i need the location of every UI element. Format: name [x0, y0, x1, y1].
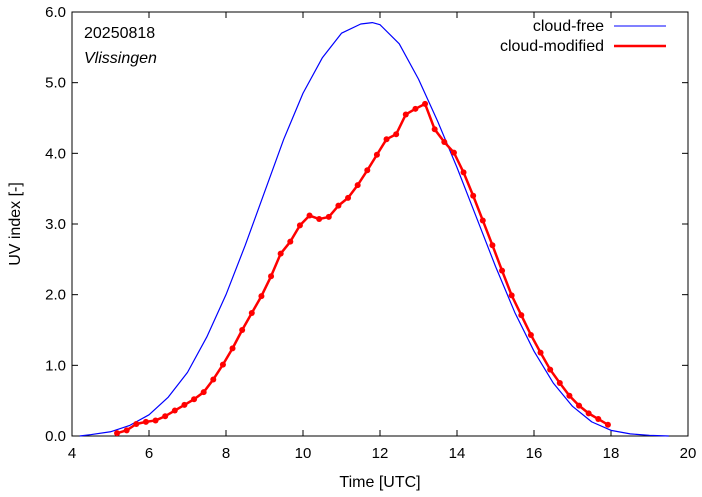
data-point-cloud-modified	[219, 361, 226, 368]
data-point-cloud-modified	[585, 410, 592, 417]
y-tick-label: 4.0	[45, 145, 66, 162]
x-tick-label: 18	[603, 445, 620, 462]
series-line-cloud-modified	[116, 102, 609, 435]
data-point-cloud-modified	[287, 238, 294, 245]
data-point-cloud-modified	[171, 407, 178, 414]
data-point-cloud-modified	[518, 312, 525, 319]
data-point-cloud-modified	[556, 380, 563, 386]
data-point-cloud-modified	[181, 401, 188, 408]
data-point-cloud-modified	[239, 327, 246, 333]
data-point-cloud-modified	[595, 416, 602, 423]
data-point-cloud-modified	[499, 267, 506, 274]
data-point-cloud-modified	[441, 139, 448, 146]
plot-frame	[71, 11, 689, 437]
series-line-cloud-free	[79, 22, 669, 437]
data-point-cloud-modified	[489, 242, 496, 249]
data-point-cloud-modified	[373, 151, 380, 158]
data-point-cloud-modified	[258, 293, 265, 300]
x-tick-labels: 4 6 8 10 12 14 16 18 20	[68, 445, 697, 462]
data-point-cloud-modified	[133, 420, 140, 427]
data-point-cloud-modified	[123, 427, 130, 434]
legend-label-cloud-free: cloud-free	[533, 18, 604, 35]
data-point-cloud-modified	[450, 149, 457, 156]
y-tick-label: 1.0	[45, 357, 66, 374]
data-point-cloud-modified	[547, 366, 554, 373]
data-point-cloud-modified	[508, 292, 515, 299]
location-annotation: Vlissingen	[84, 50, 157, 67]
data-point-cloud-modified	[325, 213, 332, 220]
x-axis-label: Time [UTC]	[339, 474, 420, 491]
y-tick-label: 5.0	[45, 75, 66, 92]
data-point-cloud-modified	[162, 413, 169, 420]
axis-ticks	[71, 11, 689, 437]
data-point-cloud-modified	[604, 421, 611, 428]
x-tick-label: 8	[222, 445, 230, 462]
data-point-cloud-modified	[316, 216, 323, 223]
data-point-cloud-modified	[296, 222, 303, 229]
data-point-cloud-modified	[152, 417, 159, 424]
date-annotation: 20250818	[84, 25, 155, 42]
y-axis-label: UV index [-]	[7, 182, 24, 266]
data-point-cloud-modified	[306, 212, 313, 219]
data-point-cloud-modified	[527, 331, 534, 338]
data-point-cloud-modified	[335, 202, 342, 209]
y-tick-label: 0.0	[45, 428, 66, 445]
data-point-cloud-modified	[431, 126, 438, 133]
y-tick-labels: 0.0 1.0 2.0 3.0 4.0 5.0 6.0	[45, 4, 66, 445]
series-layer	[79, 22, 669, 437]
data-point-cloud-modified	[566, 392, 573, 399]
x-tick-label: 4	[68, 445, 76, 462]
legend: cloud-free cloud-modified	[500, 18, 666, 55]
data-point-cloud-modified	[210, 376, 217, 383]
data-point-cloud-modified	[354, 182, 361, 189]
data-point-cloud-modified	[412, 105, 419, 112]
data-point-cloud-modified	[460, 169, 467, 176]
data-point-cloud-modified	[364, 167, 371, 174]
data-point-cloud-modified	[470, 192, 477, 199]
data-point-cloud-modified	[393, 131, 400, 138]
x-tick-label: 16	[526, 445, 543, 462]
data-point-cloud-modified	[200, 389, 207, 396]
data-point-cloud-modified	[537, 349, 544, 356]
data-point-cloud-modified	[402, 111, 409, 118]
x-tick-label: 10	[295, 445, 312, 462]
data-point-cloud-modified	[576, 402, 583, 409]
data-point-cloud-modified	[229, 345, 236, 352]
data-point-cloud-modified	[345, 194, 352, 201]
x-tick-label: 12	[372, 445, 389, 462]
x-tick-label: 14	[449, 445, 466, 462]
data-point-cloud-modified	[268, 273, 275, 280]
y-tick-label: 3.0	[45, 216, 66, 233]
data-point-cloud-modified	[191, 396, 198, 403]
x-tick-label: 6	[145, 445, 153, 462]
data-point-cloud-modified	[383, 136, 390, 143]
data-point-cloud-modified	[277, 250, 284, 257]
data-point-cloud-modified	[142, 418, 149, 425]
data-point-cloud-modified	[479, 217, 486, 224]
data-point-cloud-modified	[114, 430, 121, 437]
y-tick-label: 2.0	[45, 287, 66, 304]
y-tick-label: 6.0	[45, 4, 66, 21]
legend-label-cloud-modified: cloud-modified	[500, 38, 604, 55]
data-point-cloud-modified	[422, 100, 429, 107]
x-tick-label: 20	[680, 445, 697, 462]
data-point-cloud-modified	[248, 310, 255, 317]
